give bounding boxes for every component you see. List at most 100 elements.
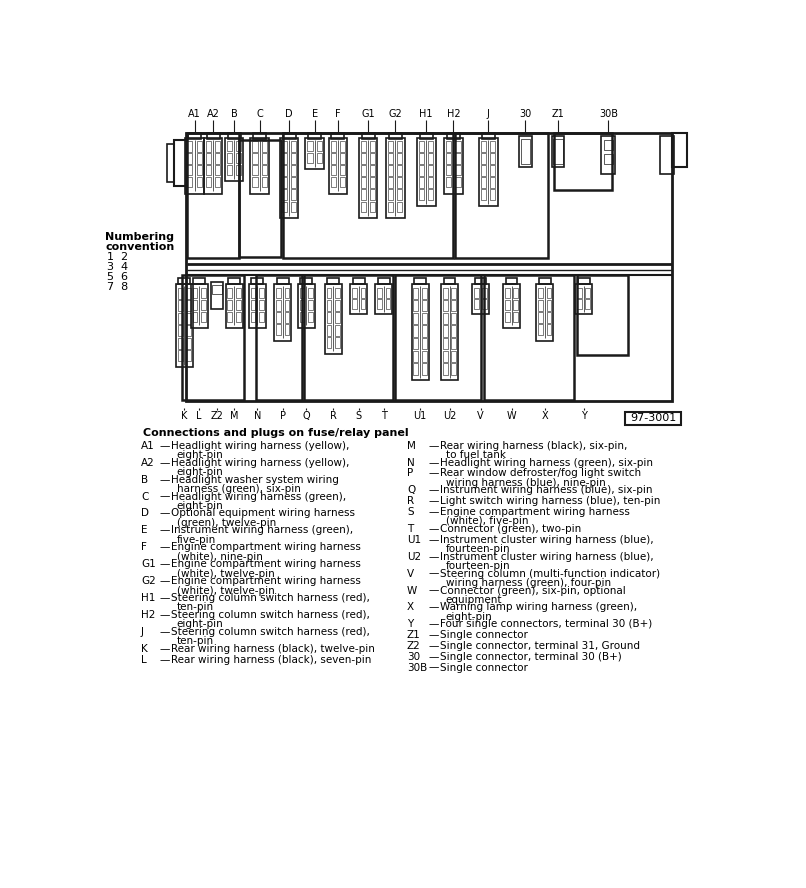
Bar	[428, 154, 434, 163]
Bar	[340, 153, 345, 163]
Bar	[538, 313, 543, 323]
Text: —: —	[429, 602, 439, 613]
Bar	[546, 288, 551, 298]
Bar	[226, 141, 232, 152]
Bar	[413, 326, 418, 337]
Bar	[413, 300, 418, 312]
Bar	[472, 283, 489, 314]
Bar	[331, 132, 344, 139]
Text: Q: Q	[407, 486, 415, 496]
Text: R: R	[330, 411, 337, 421]
Bar	[206, 153, 211, 163]
Text: —: —	[429, 457, 439, 468]
Bar	[451, 300, 456, 312]
Text: Light switch wiring harness (blue), ten-pin: Light switch wiring harness (blue), ten-…	[440, 496, 661, 506]
Bar	[201, 299, 206, 310]
Bar	[226, 283, 243, 328]
Text: fourteen-pin: fourteen-pin	[446, 561, 510, 571]
Bar	[351, 283, 368, 314]
Bar	[455, 177, 460, 187]
Bar	[186, 313, 191, 324]
Bar	[215, 141, 220, 152]
Bar	[317, 141, 322, 151]
Bar	[361, 288, 365, 297]
Bar	[422, 288, 426, 298]
Bar	[201, 312, 206, 322]
Bar	[215, 177, 220, 187]
Bar	[361, 165, 366, 176]
Bar	[490, 141, 496, 152]
Text: Warning lamp wiring harness (green),: Warning lamp wiring harness (green),	[440, 602, 638, 613]
Text: ten-pin: ten-pin	[177, 602, 214, 613]
Bar	[388, 154, 393, 163]
Bar	[451, 363, 456, 375]
Bar	[236, 153, 241, 163]
Text: —: —	[160, 627, 170, 637]
Text: Z2: Z2	[210, 411, 223, 421]
Text: to fuel tank: to fuel tank	[446, 450, 505, 460]
Text: G1: G1	[361, 109, 375, 119]
Text: —: —	[160, 593, 170, 603]
Bar	[388, 202, 393, 212]
Text: Instrument wiring harness (blue), six-pin: Instrument wiring harness (blue), six-pi…	[440, 486, 653, 496]
Bar	[604, 140, 613, 150]
Bar	[304, 275, 393, 400]
Bar	[397, 189, 402, 200]
Bar	[276, 324, 281, 336]
Bar	[215, 153, 220, 163]
Text: Engine compartment wiring harness: Engine compartment wiring harness	[440, 507, 630, 517]
Text: E: E	[312, 109, 318, 119]
Bar	[474, 299, 479, 309]
Text: wiring harness (green), four-pin: wiring harness (green), four-pin	[446, 578, 611, 588]
Text: eight-pin: eight-pin	[177, 620, 223, 630]
Text: Single connector: Single connector	[440, 662, 528, 672]
Text: F: F	[141, 543, 147, 552]
Text: —: —	[429, 641, 439, 651]
Bar	[422, 300, 426, 312]
Bar	[251, 288, 256, 298]
Bar	[361, 202, 366, 212]
Bar	[227, 288, 232, 298]
Text: Headlight wiring harness (green), six-pin: Headlight wiring harness (green), six-pi…	[440, 457, 653, 468]
Text: harness (green), six-pin: harness (green), six-pin	[177, 484, 301, 494]
Bar	[604, 155, 613, 163]
Bar	[422, 326, 426, 337]
Bar	[397, 141, 402, 152]
Text: Y: Y	[407, 620, 413, 630]
Bar	[422, 363, 426, 375]
Bar	[276, 313, 281, 323]
Bar	[577, 299, 582, 309]
Bar	[444, 139, 463, 194]
Bar	[370, 178, 376, 188]
Bar	[178, 313, 182, 324]
Bar	[325, 283, 342, 353]
Bar	[262, 177, 267, 187]
Bar	[442, 363, 447, 375]
Text: —: —	[429, 486, 439, 496]
Text: B: B	[231, 109, 238, 119]
Bar	[283, 132, 296, 139]
Text: 30: 30	[519, 109, 532, 119]
Bar	[285, 300, 289, 311]
Text: Single connector: Single connector	[440, 630, 528, 640]
Bar	[280, 139, 298, 218]
Bar	[388, 132, 401, 139]
Text: 30B: 30B	[407, 662, 427, 672]
Bar	[388, 189, 393, 200]
Text: —: —	[429, 568, 439, 579]
Bar	[187, 177, 193, 187]
Bar	[447, 165, 451, 176]
Bar	[340, 165, 345, 176]
Bar	[397, 178, 402, 188]
Text: —: —	[429, 507, 439, 517]
Text: five-pin: five-pin	[177, 535, 216, 544]
Text: S: S	[407, 507, 413, 517]
Bar	[187, 141, 193, 152]
Text: Single connector, terminal 31, Ground: Single connector, terminal 31, Ground	[440, 641, 640, 651]
Text: —: —	[160, 543, 170, 552]
Bar	[186, 325, 191, 337]
Bar	[577, 288, 582, 297]
Bar	[282, 178, 287, 188]
Text: C: C	[141, 492, 148, 502]
Bar	[417, 139, 435, 206]
